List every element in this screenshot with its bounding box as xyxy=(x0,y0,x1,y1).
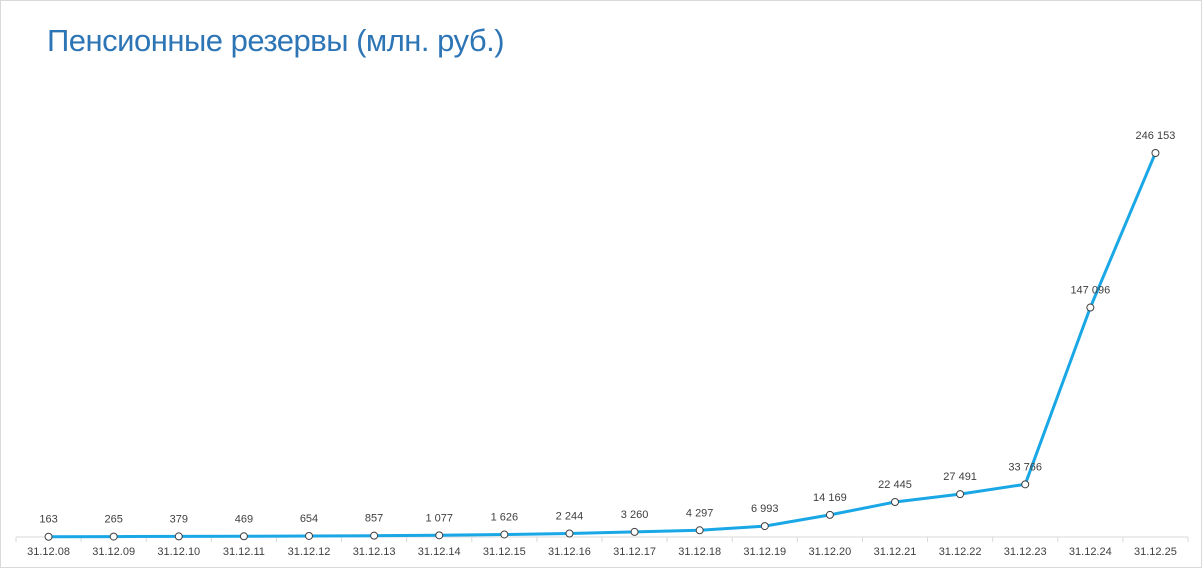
x-tick-label: 31.12.10 xyxy=(157,546,200,558)
data-label: 147 096 xyxy=(1070,285,1110,297)
data-label: 246 153 xyxy=(1136,130,1176,142)
x-tick-label: 31.12.18 xyxy=(678,546,721,558)
x-tick-label: 31.12.08 xyxy=(27,546,70,558)
data-point xyxy=(630,527,639,536)
chart-title: Пенсионные резервы (млн. руб.) xyxy=(47,23,505,58)
data-point xyxy=(956,490,965,499)
data-point xyxy=(305,531,313,540)
data-point xyxy=(695,526,704,535)
data-point xyxy=(500,530,509,539)
data-label: 2 244 xyxy=(556,510,584,522)
x-tick-label: 31.12.21 xyxy=(874,546,917,558)
data-label: 33 766 xyxy=(1008,461,1042,473)
x-tick-label: 31.12.11 xyxy=(223,546,265,558)
data-point xyxy=(109,532,118,541)
data-point xyxy=(1151,149,1160,157)
data-label: 469 xyxy=(235,513,253,525)
x-tick-label: 31.12.17 xyxy=(613,546,656,558)
x-tick-label: 31.12.23 xyxy=(1004,546,1047,558)
data-label: 857 xyxy=(365,513,383,525)
data-point xyxy=(825,510,834,519)
x-tick-label: 31.12.25 xyxy=(1134,546,1177,558)
x-tick-label: 31.12.12 xyxy=(288,546,331,558)
data-point xyxy=(891,497,899,506)
data-label: 3 260 xyxy=(621,509,649,521)
x-tick-label: 31.12.16 xyxy=(548,546,591,558)
data-point xyxy=(174,532,183,541)
data-point xyxy=(370,531,379,540)
data-label: 163 xyxy=(39,514,57,526)
data-label: 4 297 xyxy=(686,507,714,519)
data-point xyxy=(1086,303,1095,312)
data-label: 14 169 xyxy=(813,492,847,504)
x-tick-label: 31.12.15 xyxy=(483,546,526,558)
data-label: 265 xyxy=(104,514,122,526)
data-point xyxy=(44,532,53,541)
x-tick-label: 31.12.22 xyxy=(939,546,982,558)
series-line xyxy=(48,152,1157,539)
data-point xyxy=(435,531,444,540)
x-tick-label: 31.12.19 xyxy=(743,546,786,558)
data-point xyxy=(1021,480,1030,489)
data-label: 1 077 xyxy=(425,512,453,524)
x-tick-label: 31.12.14 xyxy=(418,546,461,558)
data-label: 1 626 xyxy=(491,511,519,523)
data-label: 27 491 xyxy=(943,471,977,483)
data-point xyxy=(760,522,769,531)
data-point xyxy=(239,532,248,541)
data-label: 654 xyxy=(300,513,318,525)
x-tick-label: 31.12.24 xyxy=(1069,546,1112,558)
data-label: 22 445 xyxy=(878,479,912,491)
data-label: 6 993 xyxy=(751,503,779,515)
x-tick-label: 31.12.09 xyxy=(92,546,135,558)
data-label: 379 xyxy=(170,513,188,525)
data-point xyxy=(565,529,574,538)
x-tick-label: 31.12.20 xyxy=(808,546,851,558)
x-tick-label: 31.12.13 xyxy=(353,546,396,558)
